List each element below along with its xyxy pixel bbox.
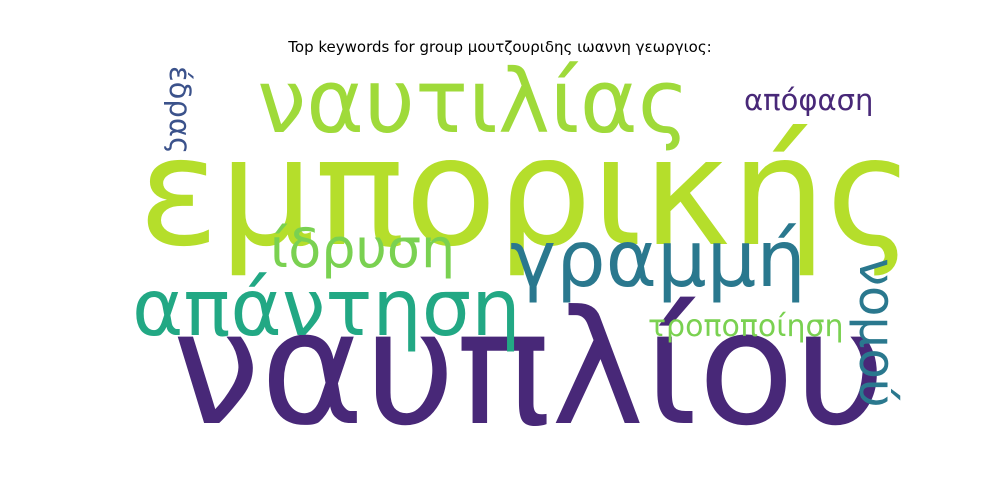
word-edras: έδρας bbox=[163, 66, 197, 154]
word-idrysi: ίδρυση bbox=[270, 217, 456, 280]
word-grammi: γραμμή bbox=[510, 215, 806, 305]
word-tropopoiisi: τροποποίηση bbox=[648, 309, 844, 344]
word-nomou: νομού bbox=[848, 258, 906, 408]
word-apofasi: απόφαση bbox=[744, 83, 874, 117]
word-naftilias: ναυτιλίας bbox=[257, 50, 690, 153]
word-nafpliou: ναυπλίου bbox=[172, 277, 887, 461]
word-emporikis: εμπορικής bbox=[138, 106, 915, 280]
chart-title: Top keywords for group μουτζουριδης ιωαν… bbox=[288, 38, 712, 56]
word-apantisi: απάντηση bbox=[132, 264, 521, 354]
